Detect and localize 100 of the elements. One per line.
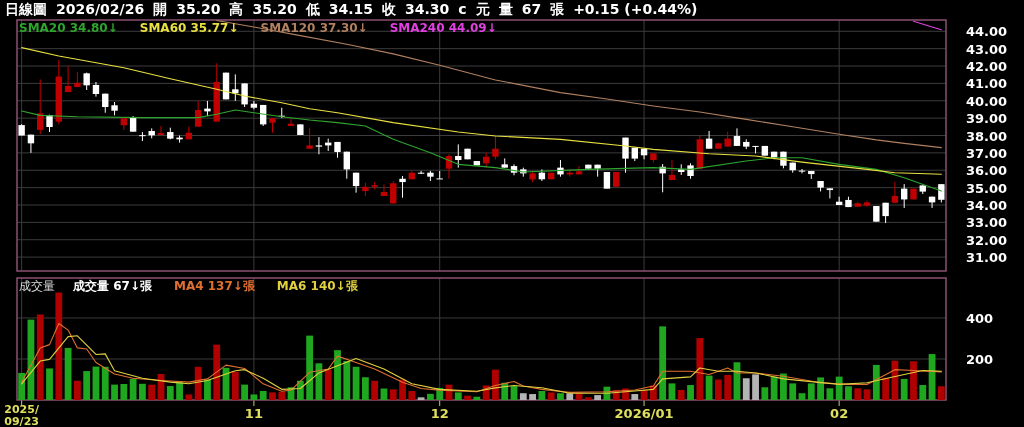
bar <box>46 368 53 400</box>
bar <box>389 389 397 400</box>
bar <box>937 386 945 400</box>
bar <box>306 335 314 400</box>
bar <box>659 326 667 400</box>
candlestick <box>399 175 406 199</box>
candlestick <box>417 170 425 175</box>
bar <box>668 383 676 400</box>
text: 35.20 <box>176 1 221 17</box>
text: MA6 140↓張 <box>276 279 359 293</box>
bar <box>882 377 890 400</box>
chart-title: 成交量 <box>19 279 55 293</box>
bar <box>724 374 732 400</box>
text: 34.15 <box>328 1 374 17</box>
bar <box>826 388 834 400</box>
bar <box>538 390 546 400</box>
bar <box>910 361 917 400</box>
bar <box>807 383 815 400</box>
bar <box>464 395 471 400</box>
chart-subtitle: 2026/02/26 <box>56 1 145 17</box>
bar <box>18 372 26 400</box>
bar <box>900 378 908 400</box>
bar <box>854 388 862 400</box>
bar <box>204 379 211 400</box>
bar <box>789 383 797 400</box>
bar <box>55 292 63 400</box>
text: 元 <box>474 1 490 17</box>
text: 低 <box>304 1 320 17</box>
bar <box>166 386 174 400</box>
bar <box>101 366 109 400</box>
bar <box>835 376 843 400</box>
bar <box>557 393 564 400</box>
y-tick-label: 41.00 <box>966 76 1008 92</box>
candlestick <box>232 73 239 102</box>
candlestick <box>798 168 806 174</box>
x-tick-label: 11 <box>244 406 263 421</box>
bar <box>139 383 146 400</box>
candlestick <box>315 136 323 155</box>
bar <box>343 361 351 400</box>
text: 35.20 <box>252 1 297 17</box>
candlestick <box>492 135 499 160</box>
y-tick-label: 33.00 <box>966 215 1008 231</box>
candlestick <box>891 181 899 204</box>
text: SMA20 34.80↓ <box>19 21 118 35</box>
y-tick-label: 34.00 <box>966 197 1008 213</box>
candlestick <box>157 125 165 136</box>
candlestick <box>826 187 834 199</box>
bar <box>473 396 481 400</box>
bar <box>334 350 341 400</box>
y-tick-label: 39.00 <box>966 111 1008 127</box>
bar <box>631 394 639 400</box>
y-tick-label: 44.00 <box>966 24 1008 40</box>
bar <box>185 394 193 400</box>
series-label: 成交量 67↓張 <box>72 279 153 293</box>
line-series <box>21 322 942 393</box>
series-label: SMA120 37.30↓ <box>260 21 368 35</box>
bar <box>919 385 927 400</box>
bar <box>269 392 276 400</box>
bar <box>120 384 128 400</box>
bar <box>111 384 118 400</box>
candlestick <box>64 65 72 93</box>
bar <box>361 377 369 400</box>
bar <box>83 371 91 400</box>
bar <box>259 390 267 400</box>
text: +0.15 (+0.44%) <box>573 1 698 17</box>
bar <box>148 384 156 400</box>
bar <box>36 314 44 400</box>
candlestick <box>455 143 462 169</box>
y-tick-label: 32.00 <box>966 232 1008 248</box>
bar <box>817 377 824 400</box>
x-tick-label: 12 <box>430 406 449 421</box>
bar <box>492 369 499 400</box>
candlestick <box>668 159 676 181</box>
bar <box>872 364 880 400</box>
x-tick-label: 2025/09/23 <box>4 403 40 427</box>
bar <box>519 393 527 400</box>
text: SMA240 44.09↓ <box>389 21 497 35</box>
bar <box>770 376 778 400</box>
candlestick <box>194 100 202 128</box>
text: 34.30 <box>405 1 450 17</box>
bar <box>129 378 137 400</box>
y-tick-label: 42.00 <box>966 59 1008 75</box>
bar <box>529 394 536 400</box>
bar <box>742 378 750 400</box>
bar <box>594 395 602 400</box>
text: 開 <box>153 1 168 17</box>
y-tick-label: 43.00 <box>966 41 1008 57</box>
bar <box>863 389 871 400</box>
y-tick-label: 31.00 <box>966 250 1008 266</box>
chart-title: 日線圖 <box>5 1 47 17</box>
bar <box>761 387 769 400</box>
bar <box>845 386 852 400</box>
y-tick-label: 200 <box>966 351 994 367</box>
y-tick-label: 37.00 <box>966 145 1008 161</box>
candlestick <box>575 165 583 175</box>
bar <box>194 366 202 400</box>
text: 量 <box>497 1 513 17</box>
bar <box>687 385 694 400</box>
candlestick <box>306 127 313 150</box>
bar <box>231 371 239 400</box>
